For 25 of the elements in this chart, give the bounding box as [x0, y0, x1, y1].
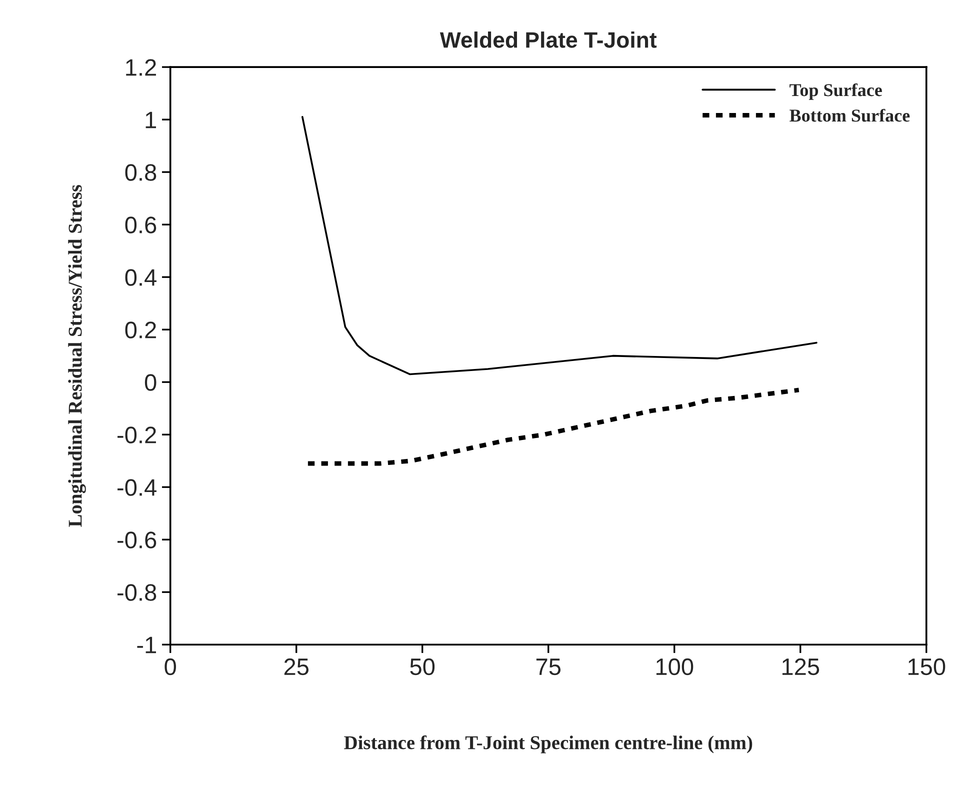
legend-label: Top Surface [790, 83, 882, 100]
y-tick-label: -0.2 [118, 426, 156, 444]
y-tick-label: -0.8 [118, 584, 156, 601]
y-tick-label: 0.2 [125, 322, 156, 338]
x-tick-label: 75 [536, 658, 561, 676]
y-axis-title: Longitudinal Residual Stress/Yield Stress [68, 184, 86, 527]
y-tick-label: -1 [137, 636, 156, 654]
x-tick-label: 50 [410, 658, 435, 676]
chart-title: Welded Plate T-Joint [440, 32, 657, 48]
y-tick-label: 0.6 [125, 216, 156, 234]
x-tick-label: 100 [656, 658, 694, 676]
y-tick-label: -0.6 [118, 532, 156, 548]
x-tick-label: 25 [284, 658, 308, 676]
x-tick-label: 150 [908, 658, 946, 676]
y-tick-label: 0 [144, 374, 156, 391]
x-tick-label: 0 [164, 658, 176, 676]
x-axis-title: Distance from T-Joint Specimen centre-line (mm) [344, 735, 752, 754]
x-tick-label: 125 [782, 658, 820, 676]
y-tick-label: 0.4 [125, 269, 156, 286]
legend-label: Bottom Surface [790, 108, 910, 122]
y-tick-label: 0.8 [125, 164, 156, 181]
y-tick-label: -0.4 [118, 479, 156, 496]
line-series [306, 388, 802, 466]
y-tick-label: 1 [146, 112, 156, 128]
y-tick-label: 1.2 [126, 59, 156, 76]
